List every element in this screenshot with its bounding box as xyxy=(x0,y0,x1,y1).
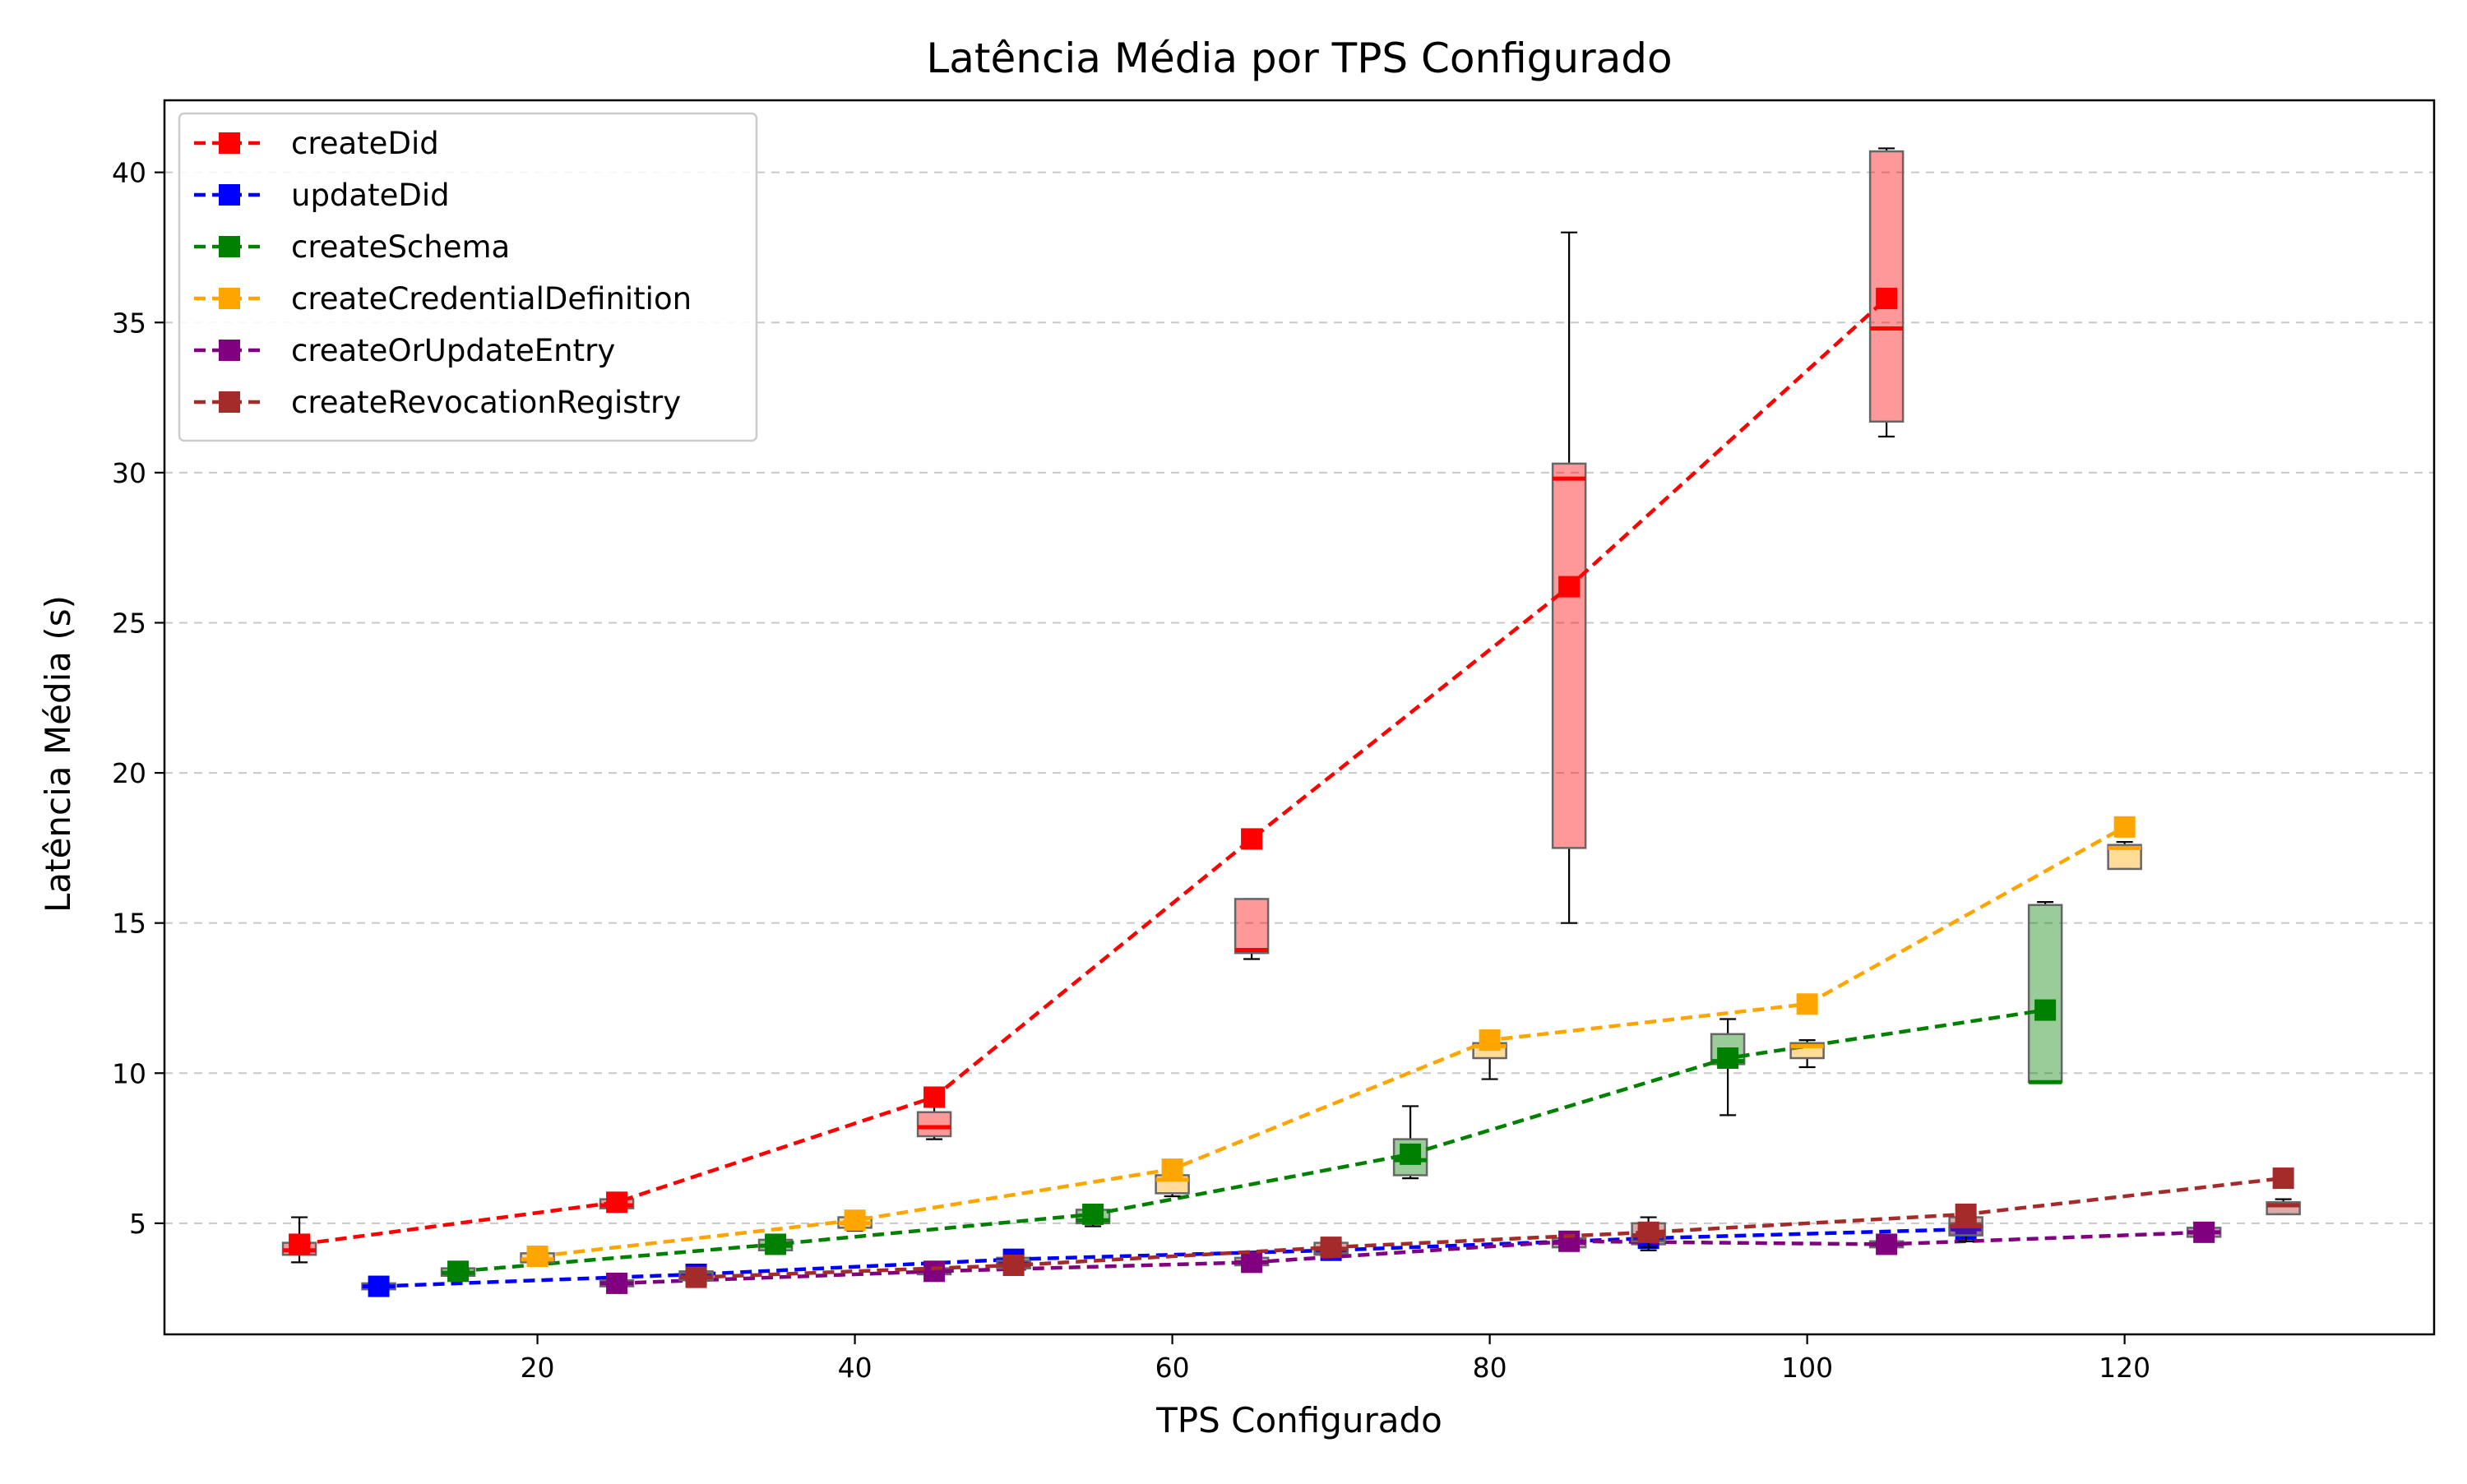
y-tick-label: 35 xyxy=(112,307,146,339)
legend-item-updateDid: updateDid xyxy=(194,178,450,213)
mean-marker xyxy=(1002,1255,1025,1277)
mean-marker xyxy=(606,1191,628,1214)
box-body xyxy=(916,1111,952,1138)
box-body xyxy=(1868,150,1905,423)
y-tick-label: 15 xyxy=(112,908,146,940)
plot-series xyxy=(281,147,2301,1297)
mean-marker xyxy=(2193,1221,2215,1243)
mean-marker xyxy=(765,1233,787,1255)
legend-marker xyxy=(219,288,240,309)
y-tick-label: 20 xyxy=(112,757,146,789)
y-tick-label: 40 xyxy=(112,157,146,189)
mean-marker xyxy=(289,1233,311,1255)
box-createRevocationRegistry xyxy=(2266,1198,2301,1216)
mean-marker xyxy=(606,1272,628,1294)
y-tick-label: 30 xyxy=(112,457,146,489)
x-axis-title: TPS Configurado xyxy=(1155,1400,1442,1440)
mean-line-createRevocationRegistry xyxy=(696,1176,2284,1279)
box-createDid xyxy=(1868,147,1905,438)
legend-marker xyxy=(219,132,240,154)
y-axis-title: Latência Média (s) xyxy=(38,595,78,913)
mean-marker xyxy=(526,1246,548,1268)
legend-label: createRevocationRegistry xyxy=(291,385,681,420)
chart-title: Latência Média por TPS Configurado xyxy=(926,35,1672,82)
legend-marker xyxy=(219,184,240,206)
mean-marker xyxy=(1637,1221,1659,1243)
box-body xyxy=(1234,898,1270,955)
legend-frame xyxy=(178,112,758,442)
mean-marker xyxy=(1241,1251,1263,1274)
box-createDid xyxy=(1234,898,1270,960)
mean-marker xyxy=(1796,993,1818,1015)
legend-marker xyxy=(219,340,240,361)
mean-line-updateDid xyxy=(378,1227,1966,1288)
mean-marker xyxy=(1400,1143,1422,1165)
mean-marker xyxy=(923,1260,946,1283)
mean-marker xyxy=(923,1086,946,1108)
mean-marker xyxy=(447,1260,470,1283)
legend-item-createCredentialDefinition: createCredentialDefinition xyxy=(194,281,692,317)
box-createSchema xyxy=(2027,901,2063,1084)
mean-marker xyxy=(1717,1047,1739,1070)
legend-label: updateDid xyxy=(291,178,450,213)
mean-line-createDid xyxy=(299,297,1888,1246)
box-createCredentialDefinition xyxy=(1789,1038,1825,1069)
legend-item-createRevocationRegistry: createRevocationRegistry xyxy=(194,385,681,420)
box-body xyxy=(2027,904,2063,1084)
mean-marker xyxy=(1479,1029,1501,1052)
legend: createDid updateDid createSchema createCred… xyxy=(178,112,758,442)
axis-ticks: 5 10 15 20 25 30 35 40 20 40 60 80 100 120 xyxy=(112,157,2150,1384)
x-tick-label: 40 xyxy=(838,1352,872,1384)
x-tick-label: 80 xyxy=(1473,1352,1507,1384)
mean-marker xyxy=(685,1266,707,1288)
legend-marker xyxy=(219,236,240,257)
axes-frame xyxy=(163,99,2436,1336)
legend-item-createOrUpdateEntry: createOrUpdateEntry xyxy=(194,333,615,368)
box-createCredentialDefinition xyxy=(2107,840,2142,871)
series-createCredentialDefinition xyxy=(520,816,2142,1268)
box-body xyxy=(1551,462,1587,849)
mean-marker xyxy=(2272,1167,2294,1190)
mean-line-createCredentialDefinition xyxy=(537,825,2126,1259)
legend-label: createOrUpdateEntry xyxy=(291,333,615,368)
mean-marker xyxy=(1558,576,1581,598)
mean-marker xyxy=(1320,1237,1342,1259)
y-tick-label: 25 xyxy=(112,607,146,639)
legend-label: createDid xyxy=(291,126,439,161)
legend-item-createSchema: createSchema xyxy=(194,229,510,265)
mean-marker xyxy=(1558,1230,1581,1252)
legend-item-createDid: createDid xyxy=(194,126,439,161)
legend-label: createCredentialDefinition xyxy=(291,281,692,317)
series-createDid xyxy=(281,147,1905,1264)
mean-marker xyxy=(1241,828,1263,850)
x-tick-label: 100 xyxy=(1781,1352,1833,1384)
y-tick-label: 10 xyxy=(112,1057,146,1089)
mean-marker xyxy=(2113,816,2136,838)
mean-marker xyxy=(2034,999,2057,1021)
mean-line-createSchema xyxy=(457,1008,2046,1274)
x-tick-label: 120 xyxy=(2099,1352,2150,1384)
x-tick-label: 60 xyxy=(1155,1352,1190,1384)
mean-marker xyxy=(1876,288,1898,310)
mean-marker xyxy=(1161,1158,1183,1181)
legend-marker xyxy=(219,391,240,413)
mean-line-createOrUpdateEntry xyxy=(616,1230,2205,1286)
mean-marker xyxy=(1082,1203,1104,1225)
mean-marker xyxy=(1876,1233,1898,1255)
legend-label: createSchema xyxy=(291,229,510,265)
y-tick-label: 5 xyxy=(129,1208,146,1240)
mean-marker xyxy=(844,1209,866,1232)
series-createSchema xyxy=(440,901,2063,1283)
mean-marker xyxy=(368,1275,390,1297)
box-createDid xyxy=(1551,231,1587,924)
series-createRevocationRegistry xyxy=(678,1167,2301,1288)
mean-marker xyxy=(1955,1203,1977,1225)
x-tick-label: 20 xyxy=(521,1352,555,1384)
